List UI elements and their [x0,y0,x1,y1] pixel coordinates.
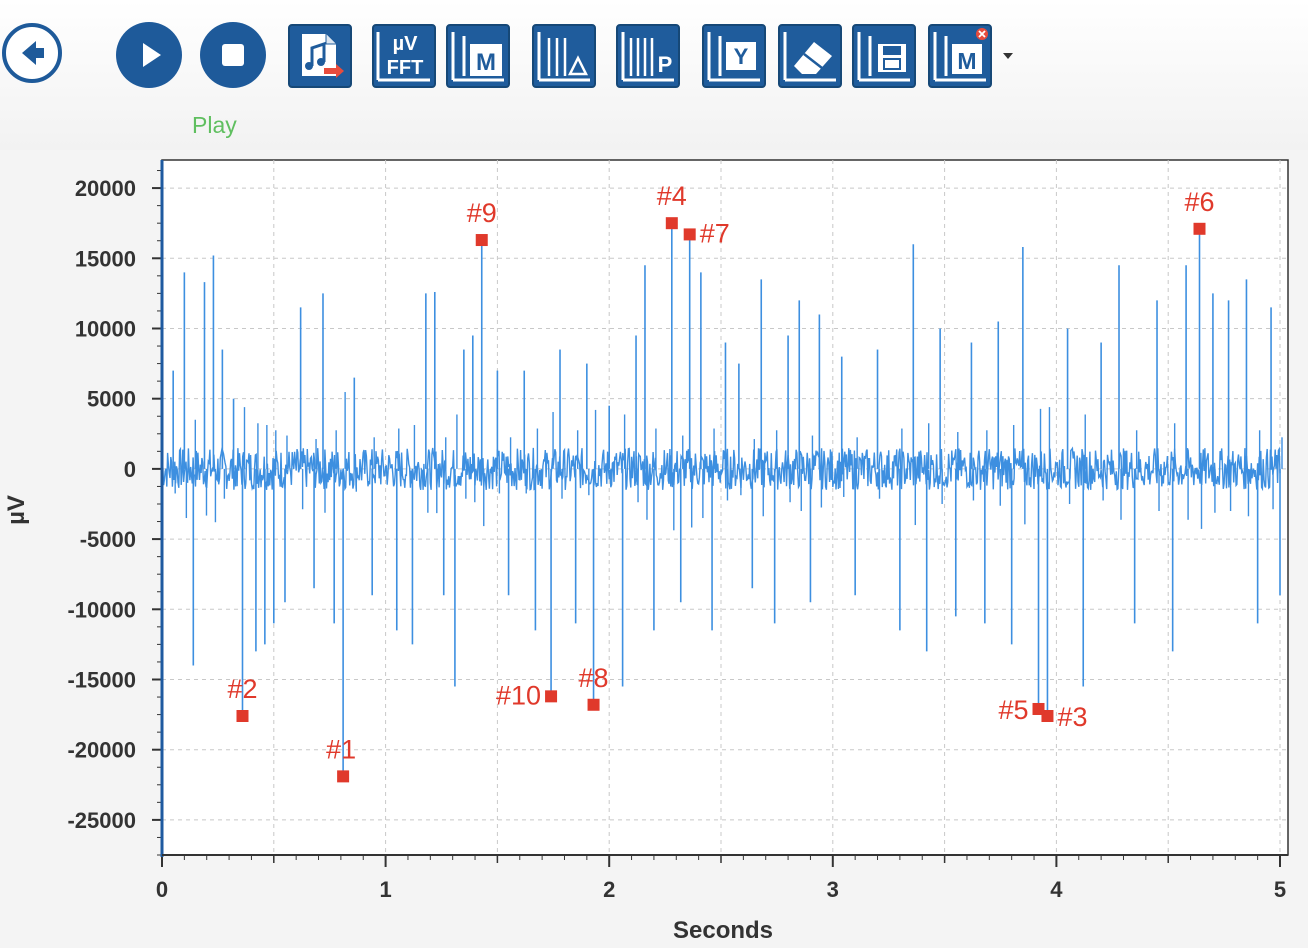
y-axis-button[interactable]: Y [702,24,766,88]
y-tick-label: 15000 [75,246,136,271]
marker-label: #6 [1184,187,1214,217]
svg-text:Y: Y [734,44,749,69]
signal-trace [161,223,1283,777]
y-tick-label: -20000 [67,738,136,763]
svg-text:µV: µV [393,33,419,55]
marker-icon: M [451,32,504,82]
svg-text:M: M [476,49,496,76]
marker-label: #8 [579,663,609,693]
marker-label: #5 [998,695,1028,725]
marker-label: #7 [700,218,730,248]
eraser-icon [783,32,836,82]
y-tick-label: -10000 [67,597,136,622]
y-tick-label: -25000 [67,808,136,833]
axes: 20000 15000 10000 5000 0 -5000 -10000 -15000 -20… [67,160,1288,902]
y-tick-label: 20000 [75,176,136,201]
marker-point[interactable] [475,234,488,247]
music-export-icon [302,34,344,78]
play-icon [143,43,161,67]
svg-text:P: P [658,52,673,77]
delta-cursor-icon [537,32,590,82]
marker-point[interactable] [1193,222,1206,235]
marker-label: #4 [657,181,687,211]
marker-button[interactable]: M [446,24,510,88]
marker-label: #9 [467,198,497,228]
stop-button[interactable] [200,22,266,88]
y-tick-label: 0 [124,457,136,482]
save-icon [857,32,910,82]
svg-text:FFT: FFT [387,57,424,79]
svg-text:M: M [957,48,976,74]
marker-label: #10 [496,680,541,710]
marker-point[interactable] [683,228,696,241]
back-button[interactable] [2,23,62,83]
x-tick-label: 5 [1274,877,1286,902]
x-tick-label: 0 [156,877,168,902]
fft-icon: µV FFT [376,32,430,82]
x-tick-label: 3 [827,877,839,902]
peak-button[interactable]: P [616,24,680,88]
fft-button[interactable]: µV FFT [372,24,436,88]
toolbar: Play µV FFT M [0,0,1308,150]
signal-chart: 20000 15000 10000 5000 0 -5000 -10000 -15000 -20… [3,159,1289,944]
y-tick-label: -15000 [67,667,136,692]
delta-button[interactable] [532,24,596,88]
stop-icon [222,44,244,66]
marker-point[interactable] [665,217,678,230]
y-tick-label: 10000 [75,316,136,341]
marker-point[interactable] [1032,702,1045,715]
chevron-down-icon[interactable] [1003,53,1013,59]
play-button[interactable] [116,22,182,88]
marker-label: #3 [1057,702,1087,732]
y-axis-label: µV [3,495,30,525]
marker-point[interactable] [236,710,249,722]
marker-remove-icon: M [933,28,988,82]
plot-area [161,159,1289,856]
y-tick-label: 5000 [87,387,136,412]
y-tick-label: -5000 [80,527,136,552]
marker-label: #1 [326,734,356,764]
x-tick-label: 4 [1050,877,1063,902]
y-axis-icon: Y [707,32,760,82]
peak-icon: P [621,32,674,82]
x-axis-label: Seconds [673,917,773,944]
remove-markers-button[interactable]: M [928,24,992,88]
export-audio-button[interactable] [288,24,352,88]
marker-label: #2 [227,674,257,704]
x-tick-label: 1 [379,877,391,902]
eraser-button[interactable] [778,24,842,88]
back-arrow-icon [22,41,44,65]
markers: #1 #2 #3 #4 #5 #6 #7 #8 #9 #10 [227,181,1215,783]
play-label: Play [192,112,237,138]
save-button[interactable] [852,24,916,88]
baseline-noise [161,446,1281,492]
x-tick-label: 2 [603,877,615,902]
marker-point[interactable] [337,770,350,783]
marker-point[interactable] [545,690,558,703]
marker-point[interactable] [587,698,600,711]
